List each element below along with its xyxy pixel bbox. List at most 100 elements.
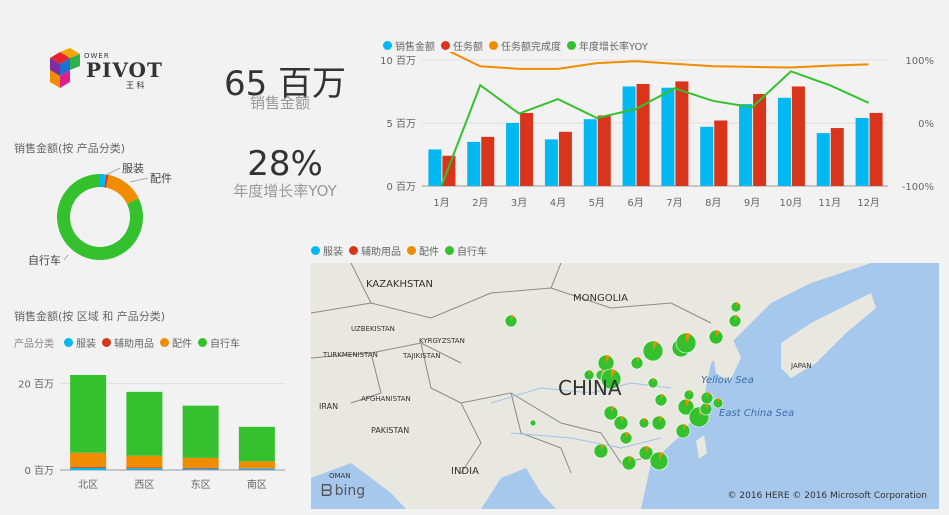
- stack-segment[interactable]: [238, 461, 275, 469]
- stack-segment[interactable]: [182, 467, 219, 469]
- donut-slice-3[interactable]: [57, 174, 144, 260]
- monthly-legend-label: 年度增长率YOY: [579, 42, 648, 53]
- bing-icon: ᗷ: [321, 481, 333, 500]
- stack-segment[interactable]: [70, 467, 107, 470]
- stack-segment[interactable]: [126, 455, 163, 468]
- logo-text-name: 王 科: [126, 81, 145, 90]
- combo-bar-sales[interactable]: [467, 141, 481, 186]
- map-legend[interactable]: 服装 辅助用品 配件 自行车: [311, 243, 493, 258]
- map-pie-slice: [653, 378, 656, 383]
- stack-segment[interactable]: [182, 468, 219, 470]
- map-pie-slice: [735, 315, 738, 321]
- stack-segment[interactable]: [182, 405, 219, 458]
- donut-leader-line: [129, 177, 149, 183]
- stack-segment[interactable]: [126, 391, 163, 456]
- combo-bar-target[interactable]: [520, 112, 534, 186]
- map-pie-slice: [589, 370, 592, 375]
- combo-bar-target[interactable]: [714, 120, 728, 186]
- map-pie-slice: [626, 432, 629, 438]
- map-legend-item-0[interactable]: 服装: [311, 243, 343, 258]
- stack-segment[interactable]: [238, 426, 275, 462]
- map-pie-slice: [637, 357, 640, 363]
- donut-leader-line: [103, 167, 121, 177]
- combo-bar-target[interactable]: [558, 131, 572, 186]
- donut-slice-1[interactable]: [104, 174, 109, 188]
- combo-line-completion[interactable]: [441, 52, 869, 70]
- combo-bar-sales[interactable]: [583, 119, 597, 186]
- combo-bar-target[interactable]: [636, 83, 650, 186]
- monthly-legend-item-1[interactable]: 任务额: [441, 38, 483, 53]
- map-legend-item-3[interactable]: 自行车: [445, 243, 487, 258]
- combo-bar-sales[interactable]: [739, 104, 753, 186]
- map-pie-slice: [706, 403, 709, 409]
- donut-leader-line: [63, 254, 69, 261]
- stack-x-tick: 北区: [78, 479, 98, 491]
- donut-label-clothing: 服装: [122, 162, 144, 175]
- stack-segment[interactable]: [182, 457, 219, 468]
- map-label-oman: OMAN: [329, 472, 351, 480]
- map-pie-slice: [661, 394, 664, 400]
- combo-bar-sales[interactable]: [700, 126, 714, 186]
- combo-x-tick: 2月: [472, 197, 488, 209]
- map-legend-dot-icon: [407, 246, 416, 255]
- region-legend-title: 产品分类: [14, 339, 54, 350]
- combo-bar-sales[interactable]: [855, 117, 869, 186]
- combo-bar-sales[interactable]: [622, 86, 636, 186]
- region-legend-item-3[interactable]: 自行车: [198, 335, 240, 350]
- stack-segment[interactable]: [126, 468, 163, 470]
- combo-bar-target[interactable]: [869, 112, 883, 186]
- map-legend-label: 配件: [419, 247, 439, 258]
- combo-bar-sales[interactable]: [506, 123, 520, 186]
- stack-segment[interactable]: [70, 466, 107, 468]
- stack-segment[interactable]: [70, 375, 107, 453]
- combo-bar-target[interactable]: [675, 81, 689, 186]
- monthly-chart-legend[interactable]: 销售金额 任务额 任务额完成度 年度增长率YOY: [383, 38, 654, 53]
- map-label-china: CHINA: [558, 376, 622, 400]
- map-pie-slice: [629, 456, 633, 463]
- map-panel[interactable]: KAZAKHSTAN MONGOLIA UZBEKISTAN KYRGYZSTA…: [311, 263, 939, 509]
- region-legend-item-0[interactable]: 服装: [64, 335, 96, 350]
- map-legend-label: 自行车: [457, 247, 487, 258]
- combo-bar-target[interactable]: [442, 155, 456, 186]
- monthly-legend-item-3[interactable]: 年度增长率YOY: [567, 38, 648, 53]
- combo-bar-target[interactable]: [481, 136, 495, 186]
- map-pie-slice: [659, 416, 663, 423]
- monthly-legend-item-2[interactable]: 任务额完成度: [489, 38, 561, 53]
- region-legend-dot-icon: [64, 338, 73, 347]
- combo-bar-sales[interactable]: [544, 139, 558, 186]
- region-chart-legend[interactable]: 产品分类 服装 辅助用品 配件 自行车: [14, 335, 246, 350]
- stack-segment[interactable]: [126, 467, 163, 469]
- stack-segment[interactable]: [70, 452, 107, 467]
- power-pivot-logo: OWER PIVOT 王 科: [48, 48, 162, 92]
- combo-y-tick: 5 百万: [386, 118, 416, 130]
- combo-bar-target[interactable]: [597, 115, 611, 186]
- combo-y2-tick: 100%: [905, 56, 934, 67]
- combo-bar-target[interactable]: [830, 128, 844, 186]
- combo-bar-target[interactable]: [791, 86, 805, 186]
- combo-x-tick: 9月: [744, 197, 760, 209]
- combo-bar-sales[interactable]: [428, 149, 442, 186]
- bay-of-bengal: [481, 468, 556, 509]
- region-legend-item-1[interactable]: 辅助用品: [102, 335, 154, 350]
- monthly-legend-label: 任务额完成度: [501, 42, 561, 53]
- monthly-legend-item-0[interactable]: 销售金额: [383, 38, 435, 53]
- donut-slice-0[interactable]: [100, 174, 107, 188]
- monthly-combo-chart[interactable]: 0 百万 5 百万 10 百万 -100% 0% 100% 1月 2月 3月 4月 5月 6月 7月 8月…: [360, 52, 945, 217]
- combo-bar-target[interactable]: [753, 94, 767, 186]
- map-label-iran: IRAN: [319, 402, 338, 411]
- donut-slice-2[interactable]: [106, 174, 139, 204]
- map-legend-item-2[interactable]: 配件: [407, 243, 439, 258]
- map-legend-item-1[interactable]: 辅助用品: [349, 243, 401, 258]
- map-canvas[interactable]: KAZAKHSTAN MONGOLIA UZBEKISTAN KYRGYZSTA…: [311, 263, 939, 509]
- combo-bar-sales[interactable]: [777, 97, 791, 186]
- region-legend-item-2[interactable]: 配件: [160, 335, 192, 350]
- map-pie-slice: [736, 302, 739, 307]
- combo-line-yoy[interactable]: [440, 70, 869, 187]
- stack-segment[interactable]: [238, 468, 275, 470]
- combo-x-tick: 6月: [627, 197, 643, 209]
- map-label-mongolia: MONGOLIA: [573, 293, 628, 304]
- combo-bar-sales[interactable]: [816, 133, 830, 186]
- combo-bar-sales[interactable]: [661, 87, 675, 186]
